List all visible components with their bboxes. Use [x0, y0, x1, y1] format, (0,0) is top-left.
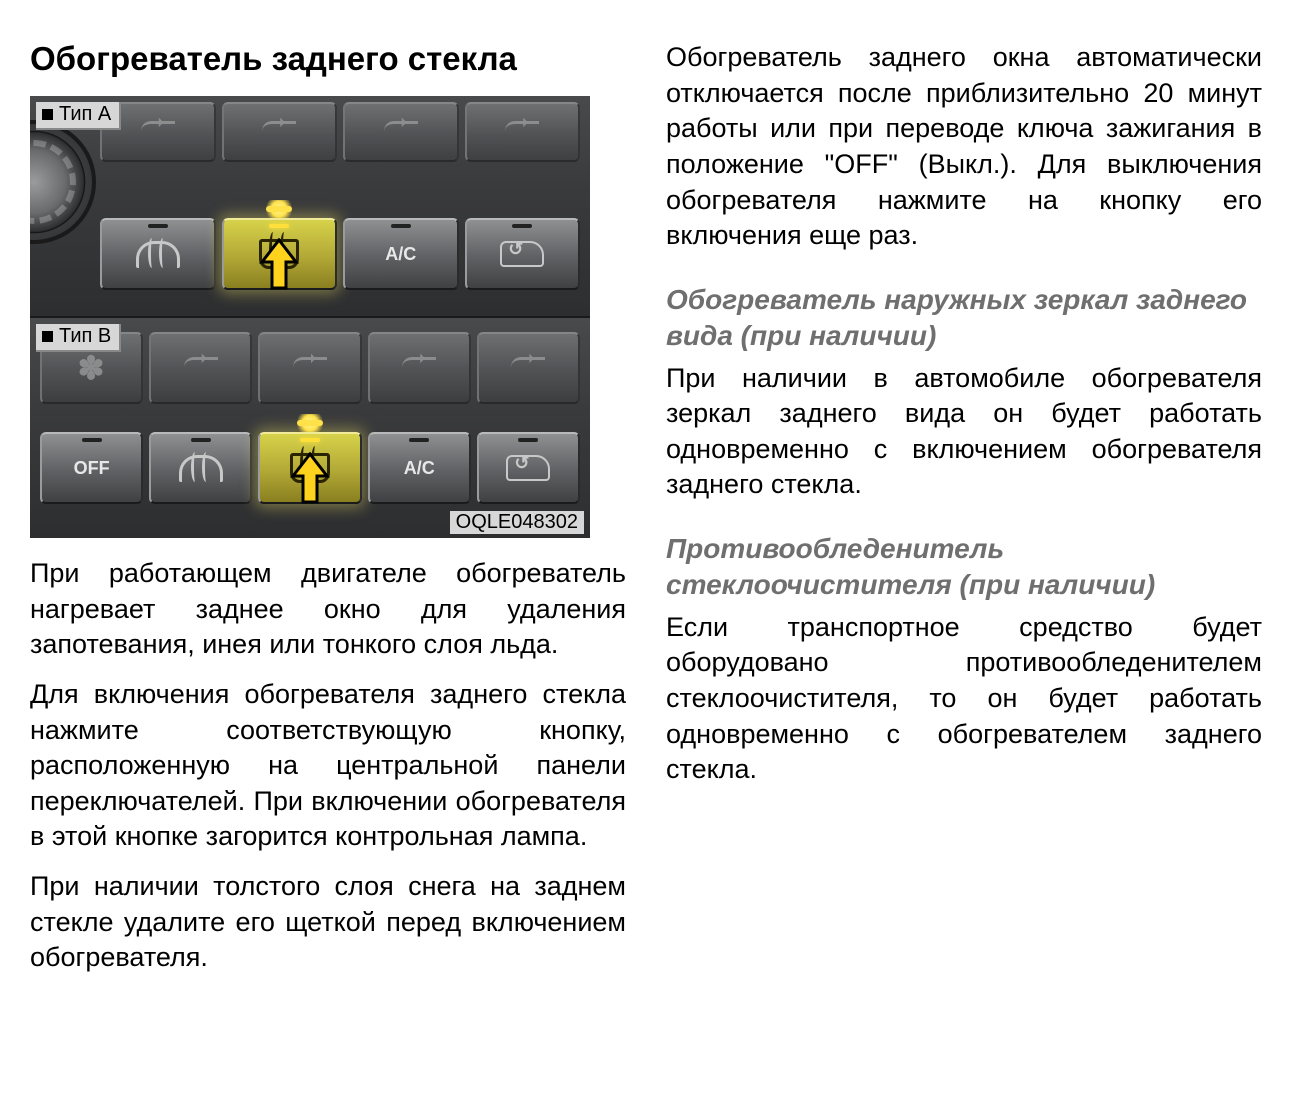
btn-vent — [343, 102, 459, 162]
pointer-arrow-icon — [289, 452, 331, 506]
btn-recirc — [465, 218, 581, 290]
pointer-arrow-icon — [258, 238, 300, 292]
indicator-lamp-icon — [262, 200, 296, 218]
front-defog-icon — [136, 241, 180, 268]
btn-front-defog — [100, 218, 216, 290]
btn-off: OFF — [40, 432, 143, 504]
recirc-icon — [500, 241, 544, 267]
panel-type-a: Тип A — [30, 96, 590, 316]
indicator-lamp-icon — [293, 414, 327, 432]
btn-vent — [477, 332, 580, 404]
para-auto-off: Обогреватель заднего окна автоматически … — [666, 40, 1262, 254]
ac-label: A/C — [385, 244, 416, 265]
btn-rear-defog-highlight — [222, 218, 338, 290]
para-snow: При наличии толстого слоя снега на задне… — [30, 869, 626, 976]
fan-icon — [78, 354, 106, 382]
panel-type-b: Тип B OFF — [30, 316, 590, 538]
dashboard-figure: Тип A — [30, 96, 590, 538]
vent-icon — [184, 357, 218, 380]
vent-icon — [141, 121, 175, 144]
btn-front-defog — [149, 432, 252, 504]
btn-rear-defog-highlight — [258, 432, 361, 504]
left-column: Обогреватель заднего стекла Тип A — [30, 40, 626, 990]
vent-icon — [384, 121, 418, 144]
right-column: Обогреватель заднего окна автоматически … — [666, 40, 1262, 990]
para-wiper: Если транспортное средство будет оборудо… — [666, 610, 1262, 788]
row-a-top — [100, 102, 580, 162]
vent-icon — [505, 121, 539, 144]
figure-code: OQLE048302 — [450, 511, 584, 534]
btn-vent — [258, 332, 361, 404]
btn-vent — [368, 332, 471, 404]
btn-vent — [149, 332, 252, 404]
btn-vent — [222, 102, 338, 162]
para-mirror: При наличии в автомобиле обогревателя зе… — [666, 361, 1262, 504]
vent-icon — [293, 357, 327, 380]
row-b-bot: OFF A/C — [40, 432, 580, 504]
para-intro: При работающем двигателе обогреватель на… — [30, 556, 626, 663]
row-a-bot: A/C — [100, 218, 580, 290]
btn-ac: A/C — [368, 432, 471, 504]
para-activate: Для включения обогревателя заднего стекл… — [30, 677, 626, 855]
dial-knob — [30, 120, 96, 244]
sub-mirror-heater: Обогреватель наружных зеркал заднего вид… — [666, 282, 1262, 355]
btn-vent — [465, 102, 581, 162]
btn-recirc — [477, 432, 580, 504]
front-defog-icon — [179, 455, 223, 482]
off-label: OFF — [74, 458, 110, 479]
section-title: Обогреватель заднего стекла — [30, 40, 626, 78]
sub-wiper-deicer: Противообледенитель стеклоочистителя (пр… — [666, 531, 1262, 604]
ac-label: A/C — [404, 458, 435, 479]
page: Обогреватель заднего стекла Тип A — [0, 0, 1292, 1030]
vent-icon — [511, 357, 545, 380]
recirc-icon — [506, 455, 550, 481]
btn-ac: A/C — [343, 218, 459, 290]
type-b-label: Тип B — [36, 324, 121, 352]
type-a-label: Тип A — [36, 102, 121, 130]
vent-icon — [262, 121, 296, 144]
vent-icon — [402, 357, 436, 380]
